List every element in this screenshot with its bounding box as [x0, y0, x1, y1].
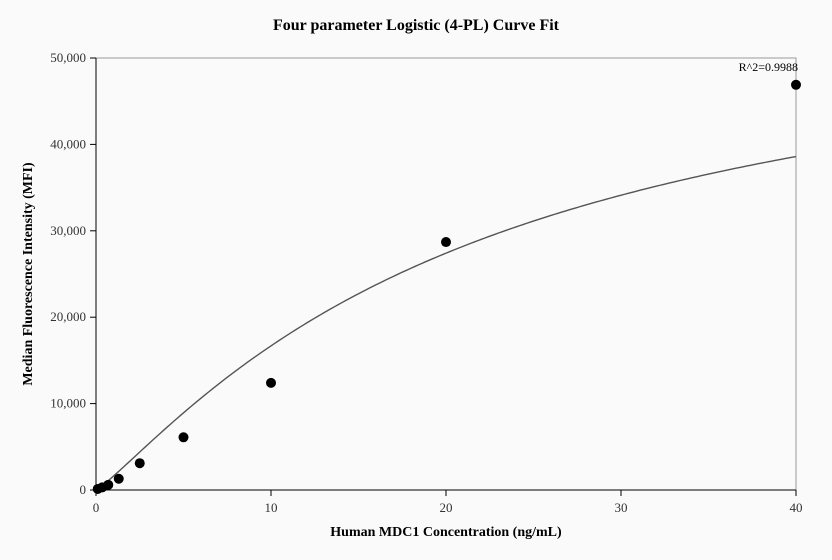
r-squared-annotation: R^2=0.9988: [739, 60, 798, 74]
data-points: [93, 80, 801, 494]
data-point: [791, 80, 801, 90]
x-tick-label: 10: [265, 500, 278, 515]
y-tick-label: 20,000: [50, 309, 86, 324]
x-tick-label: 20: [440, 500, 453, 515]
x-tick-label: 30: [615, 500, 628, 515]
x-tick-label: 0: [93, 500, 100, 515]
plot-border: [96, 58, 796, 490]
y-axis-label: Median Fluorescence Intensity (MFI): [21, 162, 36, 386]
chart-container: Four parameter Logistic (4-PL) Curve Fit…: [0, 0, 832, 560]
data-point: [441, 237, 451, 247]
data-point: [114, 474, 124, 484]
fit-curve: [97, 157, 796, 490]
y-tick-label: 50,000: [50, 50, 86, 65]
chart-title: Four parameter Logistic (4-PL) Curve Fit: [273, 17, 560, 34]
x-axis-label: Human MDC1 Concentration (ng/mL): [330, 525, 562, 540]
y-axis: 0 10,000 20,000 30,000 40,000 50,000: [50, 50, 96, 497]
x-axis: 0 10 20 30 40: [93, 490, 803, 515]
data-point: [179, 432, 189, 442]
y-tick-label: 10,000: [50, 396, 86, 411]
data-point: [135, 458, 145, 468]
y-tick-label: 0: [80, 482, 87, 497]
y-tick-label: 40,000: [50, 136, 86, 151]
x-tick-label: 40: [790, 500, 803, 515]
y-tick-label: 30,000: [50, 223, 86, 238]
data-point: [103, 480, 113, 490]
data-point: [266, 378, 276, 388]
chart-svg: Four parameter Logistic (4-PL) Curve Fit…: [0, 0, 832, 560]
